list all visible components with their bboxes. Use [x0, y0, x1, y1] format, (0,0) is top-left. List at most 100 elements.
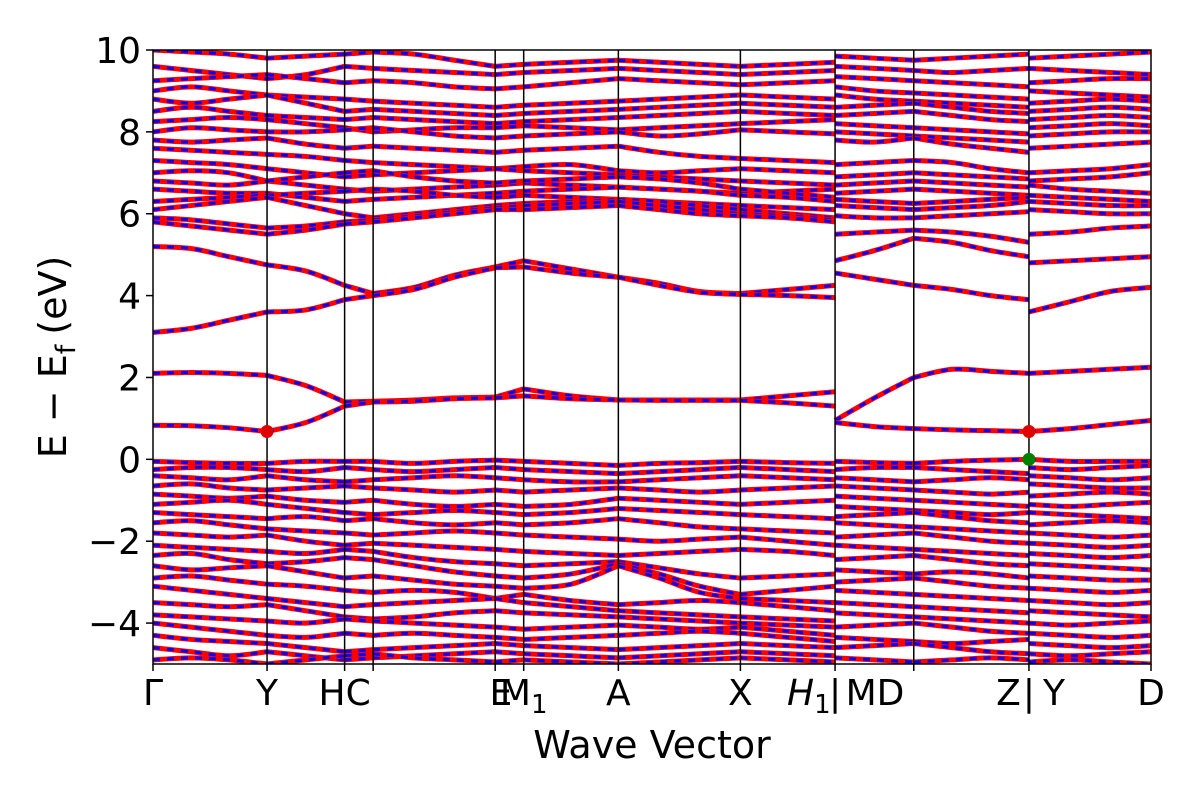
band-line-spin-down-s7-b0	[740, 60, 836, 68]
band-line-spin-down-s6-b39	[618, 642, 741, 652]
band-line-spin-down-s2-b31	[344, 547, 374, 553]
band-line-spin-down-s4-b21	[495, 394, 524, 400]
band-line-spin-down-s10-b24	[1028, 482, 1151, 490]
band-line-spin-down-s7-b17	[740, 214, 836, 224]
band-line-spin-down-s9-b34	[913, 576, 1030, 590]
band-line-spin-up-s8-b0	[834, 53, 914, 63]
y-tick-label: 4	[118, 277, 141, 318]
band-line-spin-down-s10-b6	[1028, 113, 1151, 122]
band-line-spin-down-s10-b1	[1028, 66, 1151, 77]
band-line-spin-down-s0-b32	[153, 551, 268, 566]
band-line-spin-down-s2-b23	[344, 466, 374, 472]
band-line-spin-down-s6-b19	[618, 275, 741, 296]
band-line-spin-down-s4-b1	[495, 71, 524, 77]
band-line-spin-down-s5-b36	[523, 611, 619, 619]
band-line-spin-down-s4-b5	[495, 120, 524, 126]
band-line-spin-up-s8-b29	[834, 520, 914, 530]
band-line-spin-down-s4-b28	[495, 521, 524, 527]
band-line-spin-down-s4-b40	[495, 650, 524, 656]
band-line-spin-up-s8-b17	[834, 227, 914, 237]
band-line-spin-down-s2-b27	[344, 511, 374, 517]
band-line-spin-down-s7-b37	[740, 625, 836, 637]
x-tick-label: HC	[319, 673, 371, 714]
band-line-spin-down-s5-b0	[523, 58, 619, 66]
band-line-spin-down-s7-b21	[740, 398, 836, 408]
band-line-spin-down-s5-b37	[523, 623, 619, 631]
band-line-spin-down-s8-b18	[834, 236, 915, 263]
band-line-spin-up-s1-b5	[266, 112, 345, 123]
band-line-spin-down-s7-b27	[740, 513, 836, 521]
band-line-spin-down-s5-b32	[523, 562, 619, 580]
band-line-spin-down-s7-b26	[740, 498, 836, 506]
band-line-spin-down-s2-b1	[344, 64, 374, 70]
band-line-spin-down-s9-b6	[913, 109, 1030, 124]
band-line-spin-up-s8-b27	[834, 503, 914, 513]
band-line-spin-down-s10-b35	[1028, 599, 1151, 607]
band-line-spin-down-s10-b0	[1028, 50, 1151, 60]
band-line-spin-down-s10-b3	[1028, 89, 1151, 99]
band-line-spin-down-s5-b5	[523, 116, 619, 124]
band-line-spin-down-s4-b2	[495, 85, 524, 91]
band-line-spin-down-s8-b9	[834, 136, 914, 144]
band-line-spin-up-s1-b27	[266, 501, 345, 516]
band-line-spin-down-s4-b4	[495, 111, 524, 117]
band-line-spin-down-s9-b33	[913, 570, 1030, 580]
band-line-spin-up-s1-b19	[266, 297, 346, 315]
band-line-spin-down-s10-b36	[1028, 609, 1151, 619]
band-line-spin-down-s7-b22	[740, 459, 836, 465]
band-line-spin-down-s3-b41	[372, 652, 496, 664]
band-line-spin-up-s1-b14	[266, 188, 345, 198]
band-line-spin-down-s0-b21	[153, 423, 268, 433]
band-line-spin-down-s0-b29	[153, 519, 268, 531]
band-line-spin-down-s7-b7	[740, 128, 836, 136]
band-line-spin-down-s3-b14	[373, 187, 496, 199]
band-line-spin-down-s7-b2	[740, 79, 836, 87]
band-line-spin-up-s8-b25	[834, 483, 914, 493]
band-line-spin-down-s9-b35	[913, 592, 1030, 603]
band-line-spin-down-s10-b4	[1028, 97, 1151, 105]
band-line-spin-up-s8-b32	[834, 553, 914, 563]
band-line-spin-down-s2-b35	[344, 603, 374, 609]
band-line-spin-down-s9-b13	[913, 187, 1030, 197]
band-line-spin-down-s0-b40	[153, 646, 268, 658]
band-line-spin-up-s1-b8	[266, 135, 345, 151]
band-line-spin-down-s9-b32	[913, 554, 1030, 568]
band-line-spin-down-s9-b5	[913, 101, 1030, 115]
kpoint-divider-lines	[266, 50, 1030, 664]
x-tick-label: Y	[255, 673, 279, 714]
band-line-spin-down-s3-b25	[373, 486, 496, 494]
band-line-spin-down-s9-b21	[913, 427, 1029, 433]
band-line-spin-down-s6-b32	[617, 562, 741, 596]
band-line-spin-down-s3-b31	[372, 549, 496, 566]
band-line-spin-down-s2-b40	[344, 656, 374, 662]
band-line-spin-down-s5-b13	[523, 185, 619, 193]
band-line-spin-up-s8-b22	[834, 458, 914, 466]
band-line-spin-down-s10-b33	[1028, 574, 1151, 582]
band-line-spin-down-s5-b8	[523, 144, 619, 152]
band-line-spin-down-s0-b26	[153, 492, 268, 500]
band-line-spin-down-s6-b30	[618, 547, 741, 558]
band-line-spin-down-s10-b23	[1028, 474, 1151, 482]
band-line-spin-down-s5-b7	[523, 130, 619, 138]
band-line-spin-down-s0-b12	[153, 179, 268, 187]
band-line-spin-down-s9-b1	[913, 66, 1030, 75]
band-line-spin-down-s0-b15	[153, 195, 268, 212]
band-line-spin-down-s9-b17	[913, 228, 1030, 244]
band-line-spin-down-s1-b18	[266, 263, 346, 287]
band-line-spin-down-s3-b24	[373, 474, 496, 482]
band-line-spin-down-s4-b12	[495, 179, 524, 185]
band-line-spin-down-s2-b19	[344, 294, 374, 302]
band-line-spin-up-s8-b10	[834, 158, 914, 168]
band-line-spin-up-s8-b5	[834, 100, 914, 110]
band-line-spin-up-s8-b14	[834, 196, 914, 206]
band-line-spin-down-s4-b41	[495, 658, 524, 664]
band-line-spin-up-s1-b9	[266, 151, 345, 164]
band-line-spin-down-s7-b41	[740, 656, 836, 664]
y-tick-label: 8	[118, 113, 141, 154]
band-line-spin-down-s0-b23	[153, 465, 268, 472]
cbm-marker	[260, 424, 274, 438]
band-line-spin-up-s8-b38	[834, 620, 914, 630]
band-line-spin-down-s10-b9	[1028, 140, 1151, 150]
band-line-spin-down-s5-b21	[523, 394, 619, 402]
